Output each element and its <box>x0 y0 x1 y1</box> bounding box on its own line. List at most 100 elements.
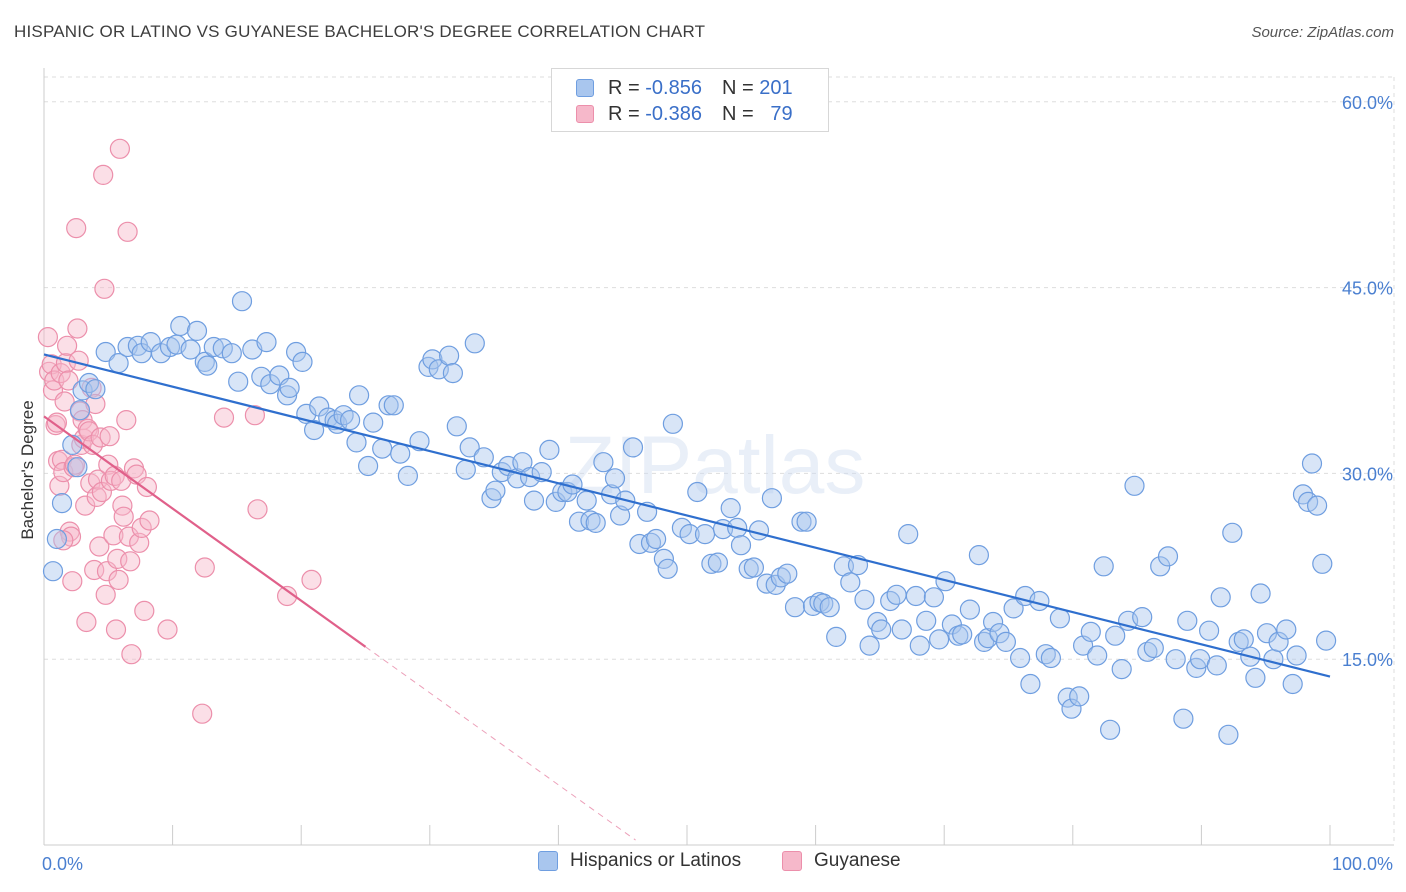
guyanese-point <box>85 393 106 415</box>
guyanese-point <box>117 221 138 242</box>
legend-r-label: R = <box>608 102 640 125</box>
hispanic-point <box>539 439 560 460</box>
hispanic-point <box>928 629 950 650</box>
axes <box>43 68 1394 846</box>
hispanic-point <box>819 597 840 618</box>
bottom-legend-label-hispanic: Hispanics or Latinos <box>570 850 742 871</box>
hispanic-trend-line <box>43 353 1331 678</box>
hispanic-point <box>995 631 1017 653</box>
guyanese-point <box>46 412 68 433</box>
guyanese-point <box>213 407 235 428</box>
hispanic-point <box>1228 631 1249 653</box>
hispanic-point <box>891 619 912 640</box>
hispanic-point <box>1306 495 1328 516</box>
hispanic-point <box>796 511 817 532</box>
hispanic-point <box>968 544 990 566</box>
guyanese-point <box>93 164 114 185</box>
hispanic-point <box>622 437 644 458</box>
guyanese-point <box>244 405 265 426</box>
hispanic-point <box>1157 546 1179 567</box>
hispanic-point <box>212 338 233 359</box>
guyanese-point <box>66 218 87 239</box>
guyanese-point <box>113 506 134 527</box>
hispanic-point <box>1250 583 1271 604</box>
hispanic-point <box>679 523 700 545</box>
hispanic-point <box>197 355 218 376</box>
guyanese-point <box>109 138 131 159</box>
hispanic-point <box>194 351 215 372</box>
hispanic-point <box>390 443 411 464</box>
legend-row-hispanic: R = -0.856 N = 201 <box>576 76 793 100</box>
bottom-legend: Hispanics or Latinos Guyanese <box>0 850 1406 878</box>
hispanic-point <box>871 619 892 640</box>
hispanic-point <box>552 481 573 503</box>
hispanic-point <box>485 480 506 501</box>
hispanic-point <box>886 584 907 605</box>
hispanic-point <box>383 395 404 416</box>
x-tick-label: 100.0% <box>1332 854 1393 874</box>
x-tick-label: 0.0% <box>42 854 83 874</box>
hispanic-point <box>439 345 460 366</box>
hispanic-point <box>1040 647 1062 669</box>
hispanic-point <box>593 452 614 473</box>
guyanese-point <box>116 410 137 431</box>
guyanese-point <box>95 584 116 605</box>
hispanic-point <box>455 459 476 480</box>
hispanic-point <box>1222 522 1243 543</box>
hispanic-point <box>959 599 981 620</box>
hispanic-point <box>62 434 83 455</box>
legend-row-guyanese: R = -0.386 N = 79 <box>576 102 793 126</box>
hispanic-point <box>340 410 361 431</box>
guyanese-trend-extension <box>365 646 636 841</box>
bottom-legend-label-guyanese: Guyanese <box>814 850 901 871</box>
hispanic-point <box>85 379 106 400</box>
hispanic-point <box>604 468 626 489</box>
hispanic-point <box>1009 647 1031 669</box>
hispanic-point <box>585 512 606 534</box>
hispanic-point <box>791 511 812 532</box>
hispanic-point <box>256 332 277 353</box>
hispanic-point <box>859 635 880 656</box>
hispanic-point <box>422 349 443 370</box>
hispanic-point <box>42 561 64 582</box>
hispanic-point <box>1218 724 1239 745</box>
chart-title: HISPANIC OR LATINO VS GUYANESE BACHELOR'… <box>14 22 706 41</box>
hispanic-point <box>854 589 875 610</box>
hispanic-point <box>231 291 253 312</box>
hispanic-point <box>140 332 161 353</box>
hispanic-point <box>1312 553 1333 574</box>
guyanese-point <box>120 551 141 572</box>
hispanic-point <box>1315 630 1337 651</box>
hispanic-point <box>523 490 545 511</box>
hispanic-point <box>777 563 798 584</box>
hispanic-point <box>279 377 300 398</box>
guyanese-point <box>157 619 178 640</box>
hispanic-point <box>1177 610 1198 631</box>
guyanese-point <box>108 569 129 591</box>
hispanic-point <box>1099 719 1121 740</box>
guyanese-point <box>247 499 268 520</box>
guyanese-point <box>107 548 128 570</box>
guyanese-point <box>139 510 160 531</box>
hispanic-point <box>813 593 834 614</box>
guyanese-point <box>103 525 124 546</box>
hispanic-point <box>1143 637 1164 659</box>
legend-swatch-hispanic <box>576 79 594 97</box>
y-tick-label: 15.0% <box>1342 650 1393 670</box>
guyanese-point <box>134 600 155 622</box>
hispanic-point <box>378 395 399 416</box>
hispanic-point <box>730 535 752 556</box>
hispanic-point <box>464 333 485 354</box>
hispanic-point <box>1198 620 1220 641</box>
hispanic-point <box>1245 667 1266 688</box>
guyanese-point <box>192 703 213 724</box>
hispanic-point <box>694 523 716 545</box>
guyanese-point <box>136 476 157 498</box>
legend: R = -0.856 N = 201 R = -0.386 N = 79 <box>551 68 829 132</box>
hispanic-point <box>898 523 919 545</box>
y-tick-label: 30.0% <box>1342 464 1393 484</box>
hispanic-point <box>1263 649 1284 670</box>
hispanic-point <box>304 419 325 441</box>
hispanic-point <box>645 528 667 550</box>
